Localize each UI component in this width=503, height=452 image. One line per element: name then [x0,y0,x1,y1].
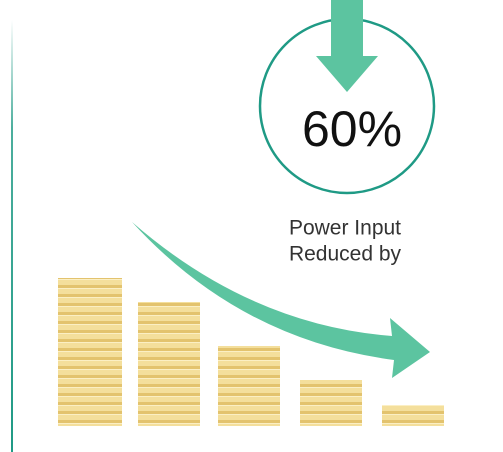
headline: 60% [302,101,402,157]
coin-stack [138,302,200,426]
down-arrow [316,0,378,92]
side-rule [11,20,13,452]
caption-line: Power Input [289,217,401,240]
coin-stack [58,278,122,426]
infographic: 60% Power Input Reduced by [0,0,503,452]
coin-stack [382,405,444,426]
coin-stack [300,380,362,426]
coin-stack [218,346,280,426]
page: 60% Power Input Reduced by (() => { cons… [0,0,503,452]
caption-line: Reduced by [289,243,402,266]
